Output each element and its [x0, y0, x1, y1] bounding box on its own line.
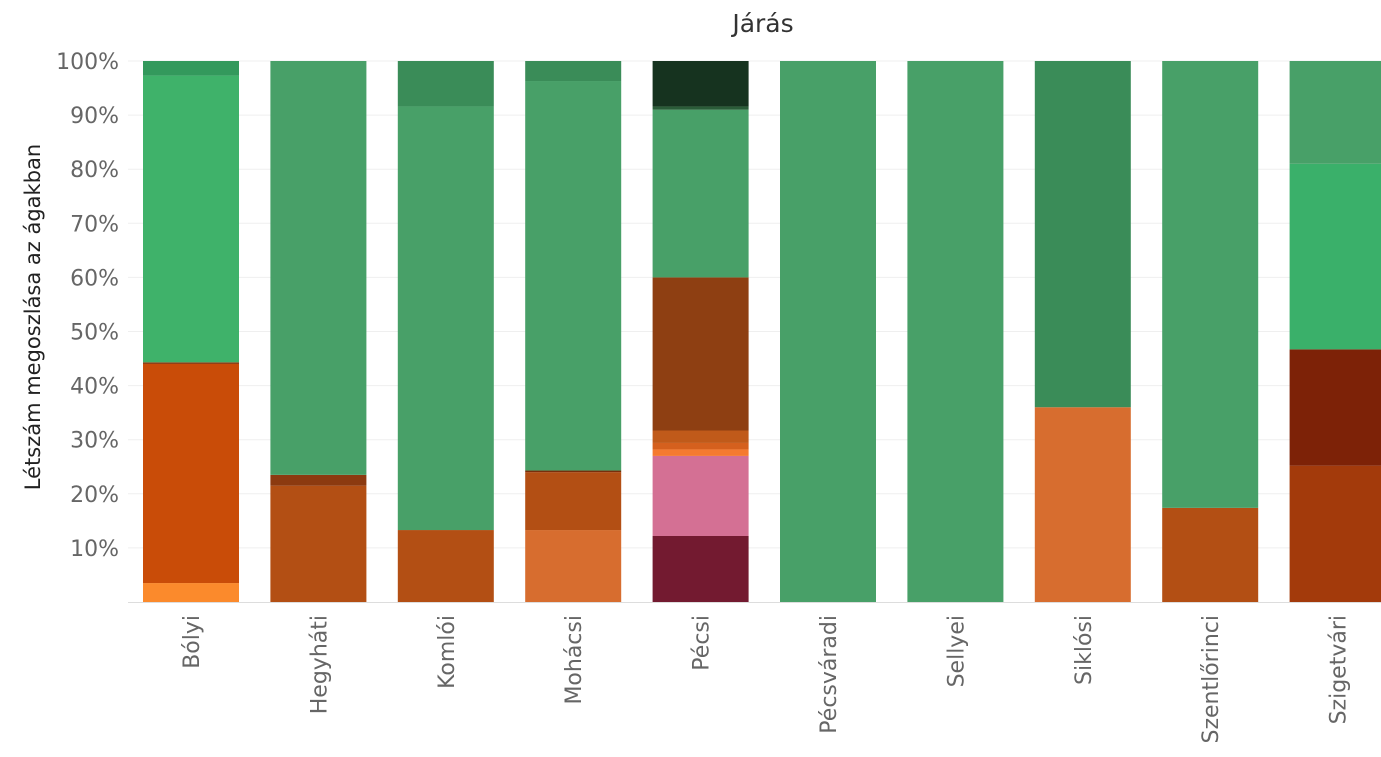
bar-segment-10-2 [1289, 349, 1381, 466]
y-tick-label: 10% [70, 537, 119, 562]
x-tick-label: Mohácsi [562, 615, 587, 705]
chart-title: Járás [730, 9, 793, 38]
y-tick-label: 60% [70, 266, 119, 291]
x-tick-label: Komlói [435, 615, 460, 689]
x-tick-label: Siklósi [1072, 615, 1097, 685]
bar-8 [1034, 61, 1131, 602]
x-axis-ticks: Bólyi Hegyháti Komlói Mohácsi Pécsi Pécsvárad… [180, 615, 1352, 744]
bar-segment-4-1 [525, 530, 622, 602]
bar-segment-5-7 [652, 109, 749, 278]
bar-segment-4-5 [525, 61, 622, 82]
bar-segment-5-6 [652, 277, 749, 431]
bar-segment-5-2 [652, 455, 749, 536]
bar-segment-4-4 [525, 81, 622, 471]
bar-3 [397, 61, 494, 602]
bars [143, 61, 1381, 602]
y-tick-label: 30% [70, 429, 119, 454]
bar-segment-9-1 [1162, 507, 1259, 602]
bar-segment-3-3 [397, 61, 494, 107]
bar-segment-4-3 [525, 470, 622, 473]
bar-segment-5-8 [652, 106, 749, 110]
bar-segment-1-3 [143, 362, 239, 364]
bar-segment-10-3 [1289, 163, 1381, 350]
x-tick-label: Bólyi [180, 615, 205, 669]
bar-segment-2-1 [270, 485, 367, 602]
bar-5 [652, 61, 749, 602]
y-tick-label: 100% [56, 50, 119, 75]
bar-segment-6-1 [780, 61, 876, 602]
x-tick-label: Pécsi [690, 615, 715, 671]
y-tick-label: 70% [70, 212, 119, 237]
bar-10 [1289, 61, 1381, 602]
bar-segment-9-2 [1162, 61, 1259, 508]
bar-1 [143, 61, 239, 602]
y-tick-label: 50% [70, 321, 119, 346]
bar-segment-4-2 [525, 472, 622, 531]
bar-segment-1-2 [143, 363, 239, 584]
x-tick-label: Pécsváradi [817, 615, 842, 734]
bar-2 [270, 61, 367, 602]
bar-segment-5-3 [652, 449, 749, 456]
bar-segment-10-4 [1289, 61, 1381, 164]
y-tick-label: 80% [70, 158, 119, 183]
x-tick-label: Sellyei [944, 615, 969, 687]
x-tick-label: Hegyháti [307, 615, 332, 714]
bar-segment-3-1 [397, 530, 494, 602]
bar-segment-8-2 [1034, 61, 1131, 408]
bar-segment-3-2 [397, 106, 494, 531]
bar-segment-1-4 [143, 75, 239, 363]
y-axis-ticks: 10% 20% 30% 40% 50% 60% 70% 80% 90% 100% [56, 50, 119, 562]
bar-segment-7-1 [907, 61, 1004, 602]
y-tick-label: 20% [70, 483, 119, 508]
bar-segment-8-1 [1034, 407, 1131, 602]
y-tick-label: 90% [70, 104, 119, 129]
y-tick-label: 40% [70, 375, 119, 400]
bar-segment-5-1 [652, 535, 749, 602]
x-tick-label: Szentlőrinci [1199, 615, 1224, 744]
bar-segment-10-1 [1289, 465, 1381, 602]
bar-6 [780, 61, 876, 602]
x-tick-label: Szigetvári [1327, 615, 1352, 724]
bar-segment-2-2 [270, 474, 367, 486]
bar-segment-5-9 [652, 61, 749, 107]
bar-segment-2-3 [270, 61, 367, 475]
bar-segment-5-5 [652, 430, 749, 443]
y-axis-label: Létszám megoszlása az ágakban [21, 144, 45, 490]
bar-segment-5-4 [652, 442, 749, 450]
bar-segment-1-5 [143, 61, 239, 76]
bar-segment-1-1 [143, 583, 239, 602]
bar-7 [907, 61, 1004, 602]
bar-9 [1162, 61, 1259, 602]
bar-4 [525, 61, 622, 602]
